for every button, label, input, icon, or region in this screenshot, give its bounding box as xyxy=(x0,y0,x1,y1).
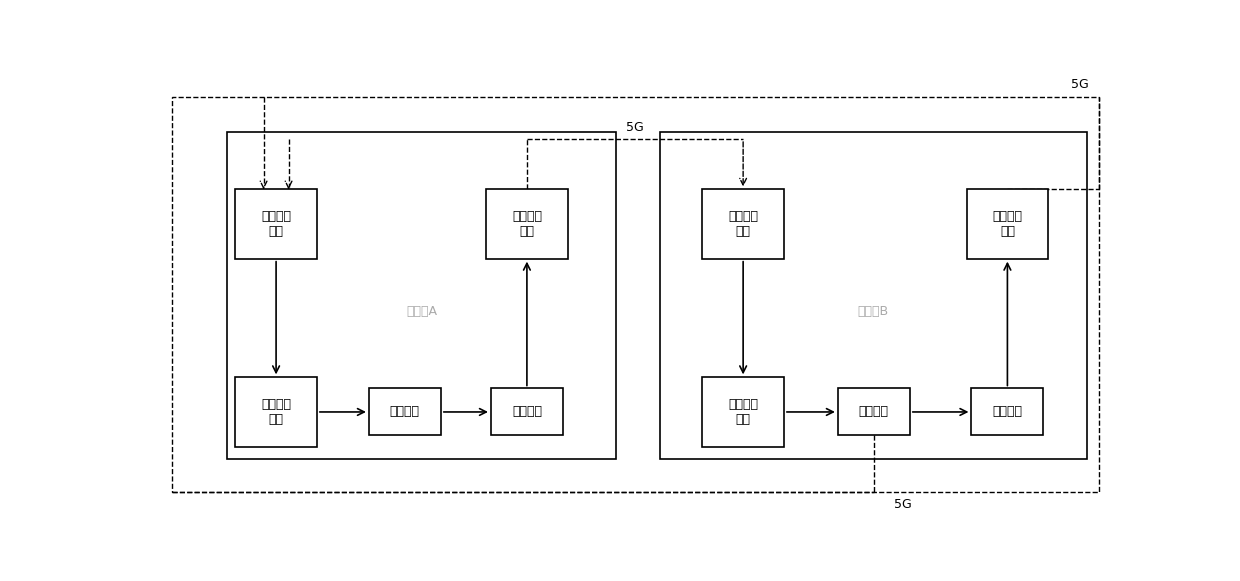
Bar xyxy=(838,389,910,435)
Bar xyxy=(236,189,317,259)
Text: 命令发送
模块: 命令发送 模块 xyxy=(992,210,1023,238)
Bar xyxy=(172,96,1099,493)
Text: 5G: 5G xyxy=(894,498,911,511)
Text: 5G: 5G xyxy=(626,121,644,134)
Bar xyxy=(486,189,568,259)
Text: 5G: 5G xyxy=(1071,78,1089,91)
Bar xyxy=(702,189,784,259)
Bar xyxy=(702,377,784,447)
Text: 控制器B: 控制器B xyxy=(858,306,889,318)
Text: 控制模块: 控制模块 xyxy=(512,406,542,418)
Text: 应答模块: 应答模块 xyxy=(389,406,420,418)
Bar xyxy=(368,389,441,435)
Bar xyxy=(971,389,1043,435)
Text: 计算分析
模块: 计算分析 模块 xyxy=(728,398,758,426)
Text: 计算分析
模块: 计算分析 模块 xyxy=(262,398,291,426)
Text: 控制模块: 控制模块 xyxy=(992,406,1023,418)
Bar xyxy=(236,377,317,447)
Text: 命令发送
模块: 命令发送 模块 xyxy=(512,210,542,238)
Text: 控制器A: 控制器A xyxy=(407,306,438,318)
Text: 应答模块: 应答模块 xyxy=(859,406,889,418)
Bar xyxy=(227,132,616,459)
Bar xyxy=(966,189,1048,259)
Text: 命令接收
模块: 命令接收 模块 xyxy=(262,210,291,238)
Bar xyxy=(491,389,563,435)
Text: 命令接收
模块: 命令接收 模块 xyxy=(728,210,758,238)
Bar xyxy=(660,132,1087,459)
